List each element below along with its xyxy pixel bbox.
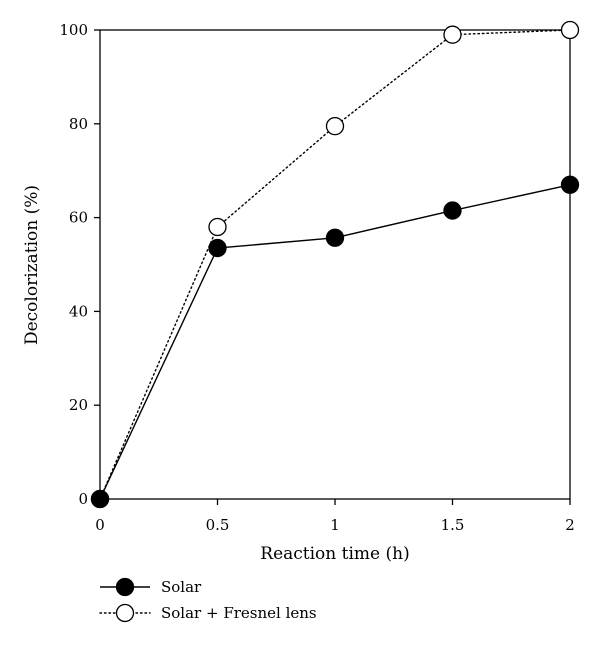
y-tick-label: 80 <box>69 115 88 133</box>
y-tick-label: 40 <box>69 302 88 320</box>
y-axis-title: Decolorization (%) <box>22 185 42 345</box>
y-tick-label: 100 <box>59 21 88 39</box>
data-point <box>208 238 227 258</box>
legend-marker <box>115 577 135 597</box>
data-point <box>325 116 345 136</box>
data-point <box>208 217 227 237</box>
series-line <box>99 29 571 500</box>
legend: Solar Solar + Fresnel lens <box>99 577 317 623</box>
data-point <box>325 228 345 247</box>
y-axis: 0 20 40 60 80 100 <box>59 21 100 508</box>
x-axis: 0 0.5 1 1.5 2 <box>95 499 575 534</box>
y-tick-label: 0 <box>78 490 88 508</box>
data-point <box>90 489 110 509</box>
data-point <box>560 20 580 40</box>
y-tick-label: 60 <box>69 209 88 227</box>
x-tick-label: 0 <box>95 516 105 534</box>
legend-marker <box>115 603 135 623</box>
data-point <box>443 201 462 220</box>
legend-item-solar: Solar <box>100 577 202 597</box>
legend-label: Solar + Fresnel lens <box>161 604 317 622</box>
legend-label: Solar <box>161 578 202 596</box>
y-tick-label: 20 <box>69 396 88 414</box>
x-tick-label: 1.5 <box>441 516 465 534</box>
series-solar <box>90 175 580 509</box>
x-tick-label: 1 <box>330 516 340 534</box>
data-point <box>443 25 462 44</box>
series-layer <box>90 20 580 509</box>
x-tick-label: 0.5 <box>206 516 230 534</box>
legend-item-solar-fresnel-lens: Solar + Fresnel lens <box>99 603 317 623</box>
series-solar-fresnel-lens <box>90 20 580 509</box>
plot-area-border <box>99 29 571 500</box>
plot-frame <box>99 29 571 500</box>
x-axis-title: Reaction time (h) <box>260 544 409 564</box>
x-tick-label: 2 <box>565 516 575 534</box>
data-point <box>560 175 580 194</box>
